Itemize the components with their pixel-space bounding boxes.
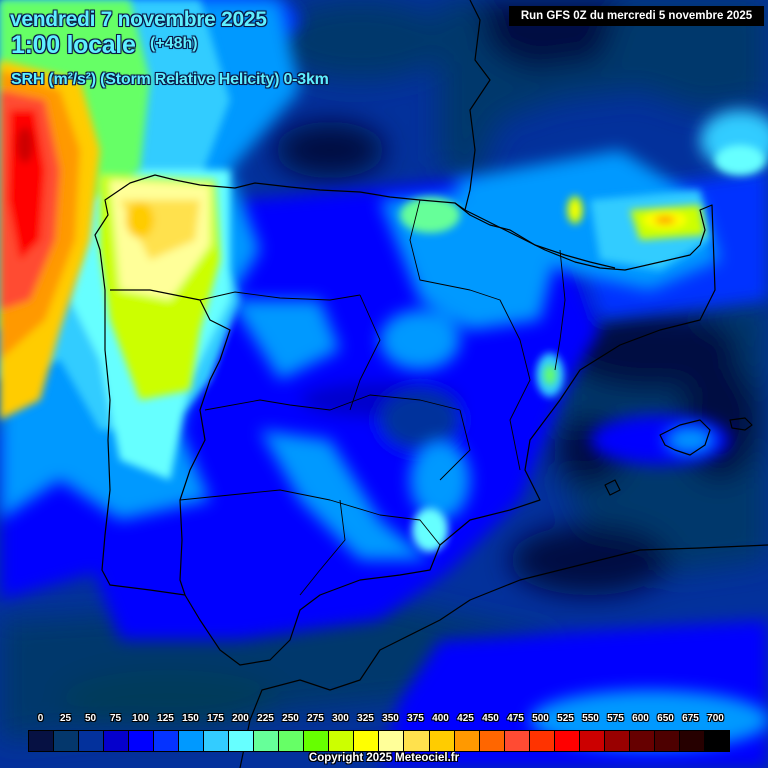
legend-swatch xyxy=(429,731,455,751)
legend-label: 175 xyxy=(207,713,224,724)
legend-label: 375 xyxy=(407,713,424,724)
legend-label: 400 xyxy=(432,713,449,724)
legend-swatch xyxy=(304,731,330,751)
region-borders xyxy=(179,199,566,596)
copyright: Copyright 2025 Meteociel.fr xyxy=(308,752,460,764)
forecast-time: 1:00 locale xyxy=(11,31,136,59)
legend-colorbar xyxy=(28,730,730,752)
legend-label: 200 xyxy=(232,713,249,724)
legend-swatch xyxy=(529,731,555,751)
legend-label: 75 xyxy=(109,713,122,724)
model-run-label: Run GFS 0Z du mercredi 5 novembre 2025 xyxy=(509,6,764,26)
legend-swatch xyxy=(454,731,480,751)
legend-label: 575 xyxy=(607,713,624,724)
legend-swatch xyxy=(279,731,305,751)
legend-label: 550 xyxy=(582,713,599,724)
forecast-date: vendredi 7 novembre 2025 xyxy=(10,8,267,31)
legend-swatch xyxy=(54,731,80,751)
forecast-lead-time: (+48h) xyxy=(150,35,198,52)
legend-label: 425 xyxy=(457,713,474,724)
legend-label: 100 xyxy=(132,713,149,724)
legend-label: 250 xyxy=(282,713,299,724)
legend-swatch xyxy=(154,731,180,751)
legend-label: 300 xyxy=(332,713,349,724)
mallorca xyxy=(659,419,711,456)
legend-swatch xyxy=(629,731,655,751)
legend-swatch xyxy=(604,731,630,751)
legend-label: 275 xyxy=(307,713,324,724)
legend-label: 125 xyxy=(157,713,174,724)
legend-swatch xyxy=(204,731,230,751)
legend-label: 0 xyxy=(37,713,44,724)
legend-label: 450 xyxy=(482,713,499,724)
parameter-title: SRH (m²/s²) (Storm Relative Helicity) 0-… xyxy=(11,71,329,88)
legend-swatch xyxy=(29,731,55,751)
legend-swatch xyxy=(254,731,280,751)
legend-label: 150 xyxy=(182,713,199,724)
legend-swatch xyxy=(404,731,430,751)
legend-swatch xyxy=(554,731,580,751)
legend-swatch xyxy=(179,731,205,751)
legend-label: 675 xyxy=(682,713,699,724)
legend-swatch xyxy=(579,731,605,751)
legend-swatch xyxy=(229,731,255,751)
legend-swatch xyxy=(654,731,680,751)
legend-swatch xyxy=(679,731,705,751)
legend-swatch xyxy=(704,731,729,751)
legend-label: 225 xyxy=(257,713,274,724)
legend-swatch xyxy=(379,731,405,751)
legend-label: 700 xyxy=(707,713,724,724)
legend-swatch xyxy=(79,731,105,751)
legend-label: 525 xyxy=(557,713,574,724)
africa-coastline xyxy=(239,544,768,768)
iberia-coastline xyxy=(94,174,716,666)
france-border xyxy=(454,202,616,269)
boundaries xyxy=(94,0,768,768)
legend-label: 25 xyxy=(59,713,72,724)
legend-label: 350 xyxy=(382,713,399,724)
legend-label: 500 xyxy=(532,713,549,724)
legend-swatch xyxy=(329,731,355,751)
menorca xyxy=(729,417,753,431)
legend-swatch xyxy=(504,731,530,751)
legend-swatch xyxy=(129,731,155,751)
legend-label: 650 xyxy=(657,713,674,724)
legend-label: 600 xyxy=(632,713,649,724)
legend-label: 475 xyxy=(507,713,524,724)
france-coastline xyxy=(464,0,491,211)
legend-swatch xyxy=(354,731,380,751)
legend-label: 325 xyxy=(357,713,374,724)
legend-label: 50 xyxy=(84,713,97,724)
atlantic-high-band xyxy=(0,60,100,420)
legend-swatch xyxy=(104,731,130,751)
ibiza xyxy=(604,479,621,496)
portugal-border xyxy=(110,289,231,596)
legend-swatch xyxy=(479,731,505,751)
legend-labels: 0 25 50 75 100 125 150 175 200 225 250 275 300 325 350… xyxy=(28,713,730,727)
